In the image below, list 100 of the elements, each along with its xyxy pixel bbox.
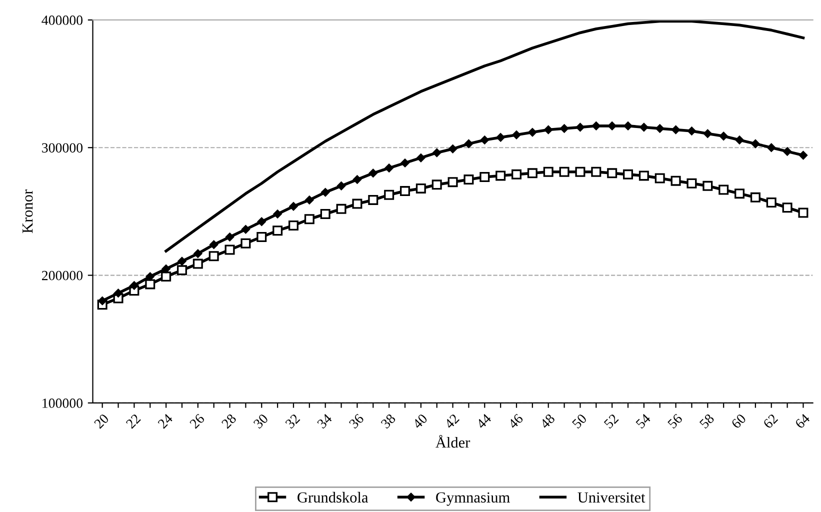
- point: [320, 209, 330, 220]
- point: [527, 168, 538, 178]
- x-axis-title: Ålder: [436, 434, 470, 448]
- x-tick-label: 38: [380, 413, 396, 429]
- point: [512, 169, 522, 180]
- point: [416, 154, 426, 162]
- x-tick-label: 64: [794, 413, 810, 429]
- point: [464, 174, 474, 185]
- point: [176, 265, 187, 276]
- point: [767, 143, 776, 152]
- x-tick-label: 34: [316, 413, 333, 429]
- point: [224, 244, 235, 255]
- point: [576, 122, 584, 132]
- point: [146, 272, 154, 281]
- x-tick-label: 62: [762, 414, 778, 429]
- point: [241, 225, 250, 234]
- x-tick-label: 24: [157, 413, 174, 429]
- y-tick-label: 300000: [42, 143, 83, 153]
- point: [638, 170, 649, 181]
- y-tick-label: 200000: [42, 270, 83, 280]
- point: [718, 184, 729, 195]
- x-tick-label: 42: [444, 414, 460, 430]
- point: [512, 130, 521, 140]
- point: [560, 124, 569, 133]
- point: [416, 183, 426, 194]
- legend-label: Universitet: [578, 492, 646, 503]
- point: [225, 232, 234, 242]
- point: [735, 136, 744, 144]
- point: [798, 151, 808, 160]
- point: [352, 175, 362, 184]
- point: [432, 180, 442, 190]
- point: [591, 166, 602, 177]
- point: [178, 256, 186, 266]
- point: [161, 272, 172, 282]
- point: [210, 240, 218, 249]
- point: [703, 129, 712, 138]
- point: [432, 148, 442, 158]
- point: [702, 180, 713, 191]
- point: [750, 192, 760, 202]
- line-series: [164, 20, 805, 252]
- point: [162, 264, 170, 274]
- x-tick-label: 40: [412, 413, 428, 430]
- point: [208, 251, 219, 262]
- point: [719, 132, 728, 140]
- x-tick-label: 56: [667, 413, 683, 429]
- point: [400, 186, 410, 196]
- point: [686, 178, 697, 188]
- point: [384, 190, 394, 200]
- point: [305, 196, 314, 204]
- point: [114, 288, 123, 298]
- x-tick-label: 32: [284, 414, 300, 429]
- point: [192, 258, 203, 269]
- point: [623, 169, 634, 180]
- y-tick-label: 100000: [42, 398, 83, 408]
- point: [448, 144, 458, 154]
- point: [194, 249, 202, 258]
- point: [575, 166, 586, 177]
- point: [145, 279, 156, 290]
- point: [288, 220, 298, 230]
- point: [98, 296, 107, 306]
- point: [480, 172, 490, 182]
- point: [624, 122, 632, 130]
- point: [448, 177, 458, 188]
- point: [783, 147, 792, 156]
- point: [272, 226, 283, 236]
- point: [670, 176, 681, 186]
- point: [496, 133, 505, 142]
- point: [782, 202, 792, 213]
- point: [544, 125, 553, 134]
- point: [337, 182, 346, 190]
- point: [496, 170, 506, 181]
- point: [687, 126, 696, 136]
- x-tick-label: 22: [126, 414, 141, 429]
- point: [543, 166, 554, 177]
- point: [654, 173, 665, 184]
- x-tick-label: 30: [253, 413, 269, 429]
- x-tick-label: 36: [348, 413, 364, 429]
- point: [273, 210, 282, 218]
- point: [368, 168, 378, 178]
- x-tick-label: 46: [508, 413, 524, 430]
- point: [257, 217, 266, 226]
- point: [464, 140, 473, 148]
- y-axis-title: Kronor: [22, 190, 33, 234]
- x-tick-label: 28: [221, 413, 237, 429]
- point: [751, 140, 760, 148]
- legend-label: Gymnasium: [436, 492, 510, 506]
- point: [608, 122, 616, 130]
- x-tick-label: 50: [572, 413, 588, 429]
- point: [734, 188, 745, 199]
- point: [368, 194, 378, 205]
- point: [798, 208, 808, 218]
- x-tick-label: 54: [635, 413, 652, 429]
- point: [321, 188, 330, 197]
- point: [289, 202, 298, 211]
- point: [480, 136, 489, 144]
- x-tick-label: 58: [699, 413, 715, 429]
- point: [528, 128, 537, 137]
- x-tick-label: 48: [539, 413, 556, 430]
- legend-label: Grundskola: [298, 492, 368, 503]
- point: [607, 168, 618, 178]
